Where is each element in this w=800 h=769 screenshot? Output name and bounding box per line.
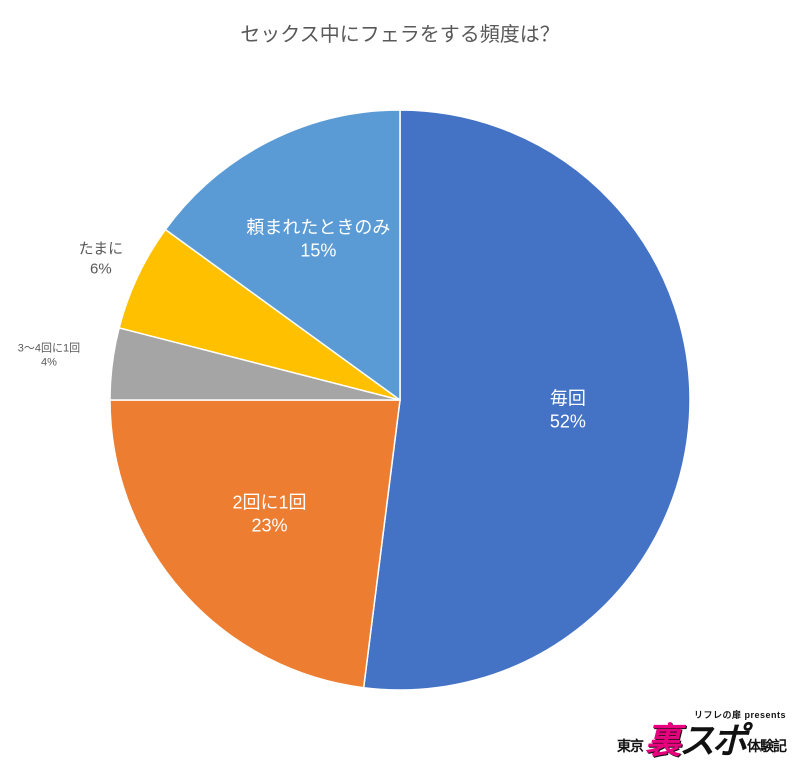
slice-label-value: 4% [18, 356, 80, 370]
slice-label-value: 6% [79, 259, 124, 279]
slice-label-value: 52% [550, 411, 586, 434]
logo-row: 東京 裏 スポ 体験記 [617, 723, 786, 759]
slice-label-text: たまに [79, 240, 124, 260]
slice-label: 3〜4回に1回4% [18, 341, 80, 370]
slice-label-text: 3〜4回に1回 [18, 341, 80, 355]
slice-label: たまに6% [79, 240, 124, 279]
logo-tai: 体験記 [747, 739, 786, 753]
slice-label-text: 毎回 [550, 387, 586, 410]
logo-block: リフレの扉 presents 東京 裏 スポ 体験記 [617, 708, 786, 759]
pie-chart: 毎回52% 2回に1回23% 3〜4回に1回4% たまに6% 頼まれたときのみ15% [0, 0, 800, 769]
slice-label: 2回に1回23% [232, 492, 306, 539]
slice-label-value: 23% [232, 515, 306, 538]
pie-slice [364, 110, 690, 690]
pie-slice [110, 400, 400, 688]
slice-label: 頼まれたときのみ15% [246, 216, 390, 263]
slice-label-text: 頼まれたときのみ [246, 216, 390, 239]
logo-ura: 裏 [645, 723, 679, 759]
slice-label-value: 15% [246, 240, 390, 263]
slice-label: 毎回52% [550, 387, 586, 434]
logo-tokyo: 東京 [617, 739, 643, 753]
logo-spo: スポ [679, 723, 745, 759]
slice-label-text: 2回に1回 [232, 492, 306, 515]
pie-svg [0, 0, 800, 769]
